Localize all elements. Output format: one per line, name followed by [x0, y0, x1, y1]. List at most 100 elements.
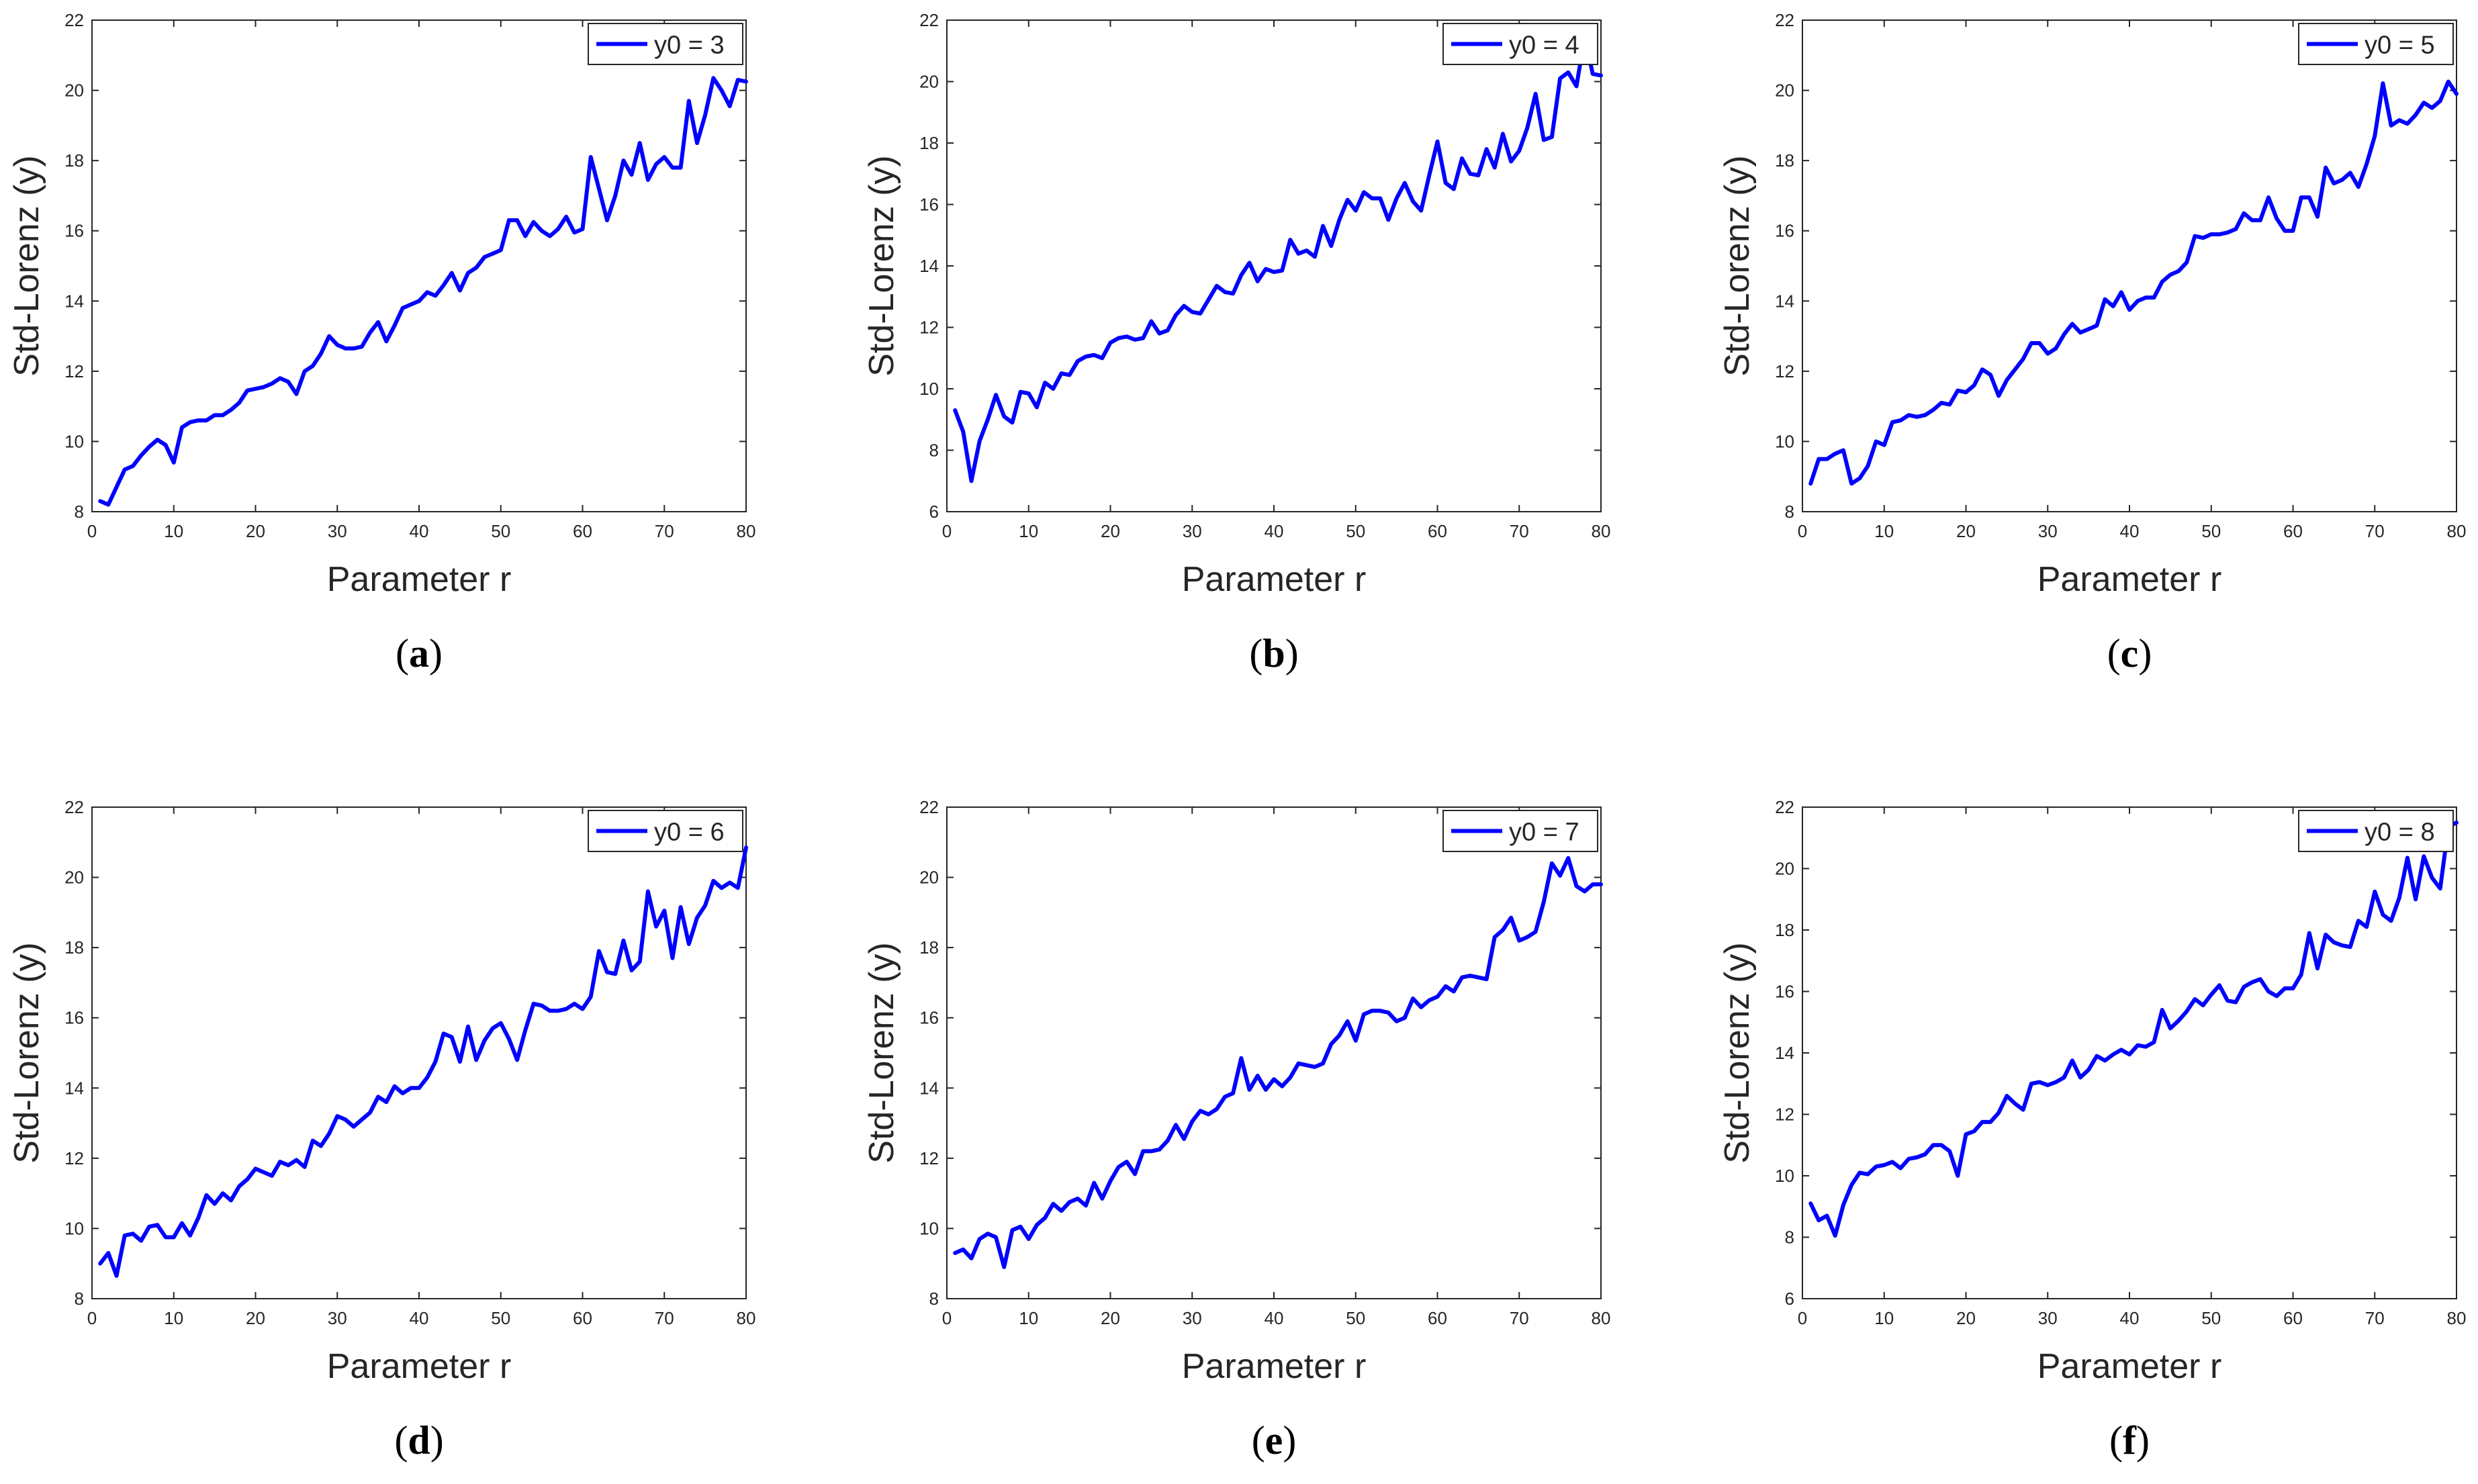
y-tick-label: 16	[64, 1008, 84, 1028]
plot-area	[91, 806, 747, 1299]
x-tick-label: 40	[2120, 521, 2140, 541]
y-axis-label: Std-Lorenz (y)	[7, 155, 46, 376]
panel-caption: (d)	[394, 1418, 443, 1463]
x-tick-label: 80	[1592, 521, 1611, 541]
x-tick-label: 70	[2365, 1308, 2385, 1328]
y-tick-label: 14	[64, 1078, 84, 1098]
y-tick-label: 18	[64, 937, 84, 958]
x-tick-label: 70	[1510, 1308, 1529, 1328]
x-tick-label: 70	[655, 1308, 674, 1328]
x-tick-label: 0	[942, 1308, 952, 1328]
x-tick-label: 70	[2365, 521, 2385, 541]
y-tick-label: 22	[919, 797, 939, 817]
y-tick-label: 22	[919, 10, 939, 30]
y-tick-label: 10	[1775, 1166, 1794, 1186]
y-axis-label: Std-Lorenz (y)	[862, 155, 901, 376]
series-line	[1808, 79, 2459, 486]
y-axis-label: Std-Lorenz (y)	[7, 942, 46, 1163]
y-tick-label: 12	[919, 1148, 939, 1168]
x-tick-label: 60	[2283, 1308, 2303, 1328]
x-tick-label: 80	[2447, 521, 2467, 541]
y-tick-label: 12	[64, 361, 84, 381]
y-tick-label: 16	[919, 1008, 939, 1028]
legend-label: y0 = 4	[1509, 32, 1579, 60]
x-axis-label: Parameter r	[2037, 560, 2222, 599]
y-tick-label: 8	[929, 440, 939, 461]
x-tick-label: 20	[246, 1308, 265, 1328]
x-tick-label: 40	[2120, 1308, 2140, 1328]
plot-area	[1802, 19, 2457, 512]
x-tick-label: 20	[246, 521, 265, 541]
y-tick-label: 10	[64, 1218, 84, 1238]
x-tick-label: 60	[1428, 1308, 1447, 1328]
x-tick-label: 50	[2201, 521, 2221, 541]
y-tick-label: 14	[1775, 291, 1794, 311]
y-tick-label: 14	[64, 291, 84, 311]
legend: y0 = 5	[2298, 23, 2454, 65]
chart-panel-a: 0 10 20 30 40 50 60 70 80 8 10 12 14 16 18 20 22 Paramete…	[7, 10, 755, 676]
y-tick-label: 8	[75, 502, 84, 522]
x-axis-label: Parameter r	[1182, 1347, 1367, 1386]
plot-area	[946, 19, 1602, 512]
x-tick-label: 80	[2447, 1308, 2467, 1328]
x-tick-label: 40	[410, 1308, 429, 1328]
y-tick-label: 8	[929, 1289, 939, 1309]
panel-caption: (e)	[1252, 1418, 1297, 1463]
legend-label: y0 = 3	[654, 32, 725, 60]
y-tick-label: 10	[919, 379, 939, 399]
y-tick-label: 16	[64, 221, 84, 241]
y-tick-label: 14	[1775, 1043, 1794, 1063]
legend-label: y0 = 5	[2365, 32, 2435, 60]
y-tick-label: 16	[1775, 982, 1794, 1002]
x-tick-label: 40	[410, 521, 429, 541]
panel-caption: (b)	[1249, 631, 1298, 676]
y-tick-label: 20	[64, 868, 84, 888]
chart-panel-b: 0 10 20 30 40 50 60 70 80 6 8 10 12 14 16 18 20 22 Paramet…	[862, 10, 1610, 676]
x-tick-label: 80	[737, 521, 756, 541]
y-axis-label: Std-Lorenz (y)	[1718, 155, 1757, 376]
x-tick-label: 20	[1101, 1308, 1120, 1328]
chart-panel-c: 0 10 20 30 40 50 60 70 80 8 10 12 14 16 18 20 22 Paramete…	[1718, 10, 2466, 676]
y-tick-label: 14	[919, 1078, 939, 1098]
y-tick-label: 22	[64, 797, 84, 817]
x-tick-label: 30	[1183, 521, 1202, 541]
x-tick-label: 10	[1874, 521, 1894, 541]
legend: y0 = 4	[1442, 23, 1598, 65]
x-tick-label: 10	[1019, 521, 1038, 541]
x-tick-label: 40	[1265, 521, 1284, 541]
x-tick-label: 10	[164, 521, 183, 541]
y-tick-label: 18	[1775, 920, 1794, 940]
x-tick-label: 50	[2201, 1308, 2221, 1328]
legend: y0 = 8	[2298, 810, 2454, 852]
x-tick-label: 60	[573, 1308, 592, 1328]
x-tick-label: 30	[1183, 1308, 1202, 1328]
y-tick-label: 14	[919, 256, 939, 276]
y-tick-label: 20	[919, 72, 939, 92]
legend: y0 = 7	[1442, 810, 1598, 852]
panel-caption: (f)	[2109, 1418, 2150, 1463]
y-tick-label: 10	[1775, 431, 1794, 451]
x-tick-label: 0	[1798, 1308, 1807, 1328]
y-tick-label: 20	[1775, 81, 1794, 101]
x-tick-label: 30	[2038, 521, 2058, 541]
series-line	[1808, 820, 2459, 1238]
y-tick-label: 20	[1775, 859, 1794, 879]
chart-panel-e: 0 10 20 30 40 50 60 70 80 8 10 12 14 16 18 20 22 Paramete…	[862, 797, 1610, 1463]
y-tick-label: 18	[919, 133, 939, 153]
x-tick-label: 30	[328, 1308, 347, 1328]
x-tick-label: 0	[87, 1308, 97, 1328]
y-tick-label: 16	[1775, 221, 1794, 241]
x-tick-label: 60	[1428, 521, 1447, 541]
x-tick-label: 10	[1019, 1308, 1038, 1328]
x-tick-label: 50	[491, 1308, 510, 1328]
chart-panel-f: 0 10 20 30 40 50 60 70 80 6 8 10 12 14 16 18 20 22 Paramet…	[1718, 797, 2466, 1463]
x-tick-label: 50	[491, 521, 510, 541]
chart-panel-d: 0 10 20 30 40 50 60 70 80 8 10 12 14 16 18 20 22 Paramete…	[7, 797, 755, 1463]
x-tick-label: 30	[328, 521, 347, 541]
x-tick-label: 70	[1510, 521, 1529, 541]
x-tick-label: 80	[737, 1308, 756, 1328]
y-tick-label: 12	[64, 1148, 84, 1168]
x-tick-label: 70	[655, 521, 674, 541]
x-tick-label: 0	[87, 521, 97, 541]
